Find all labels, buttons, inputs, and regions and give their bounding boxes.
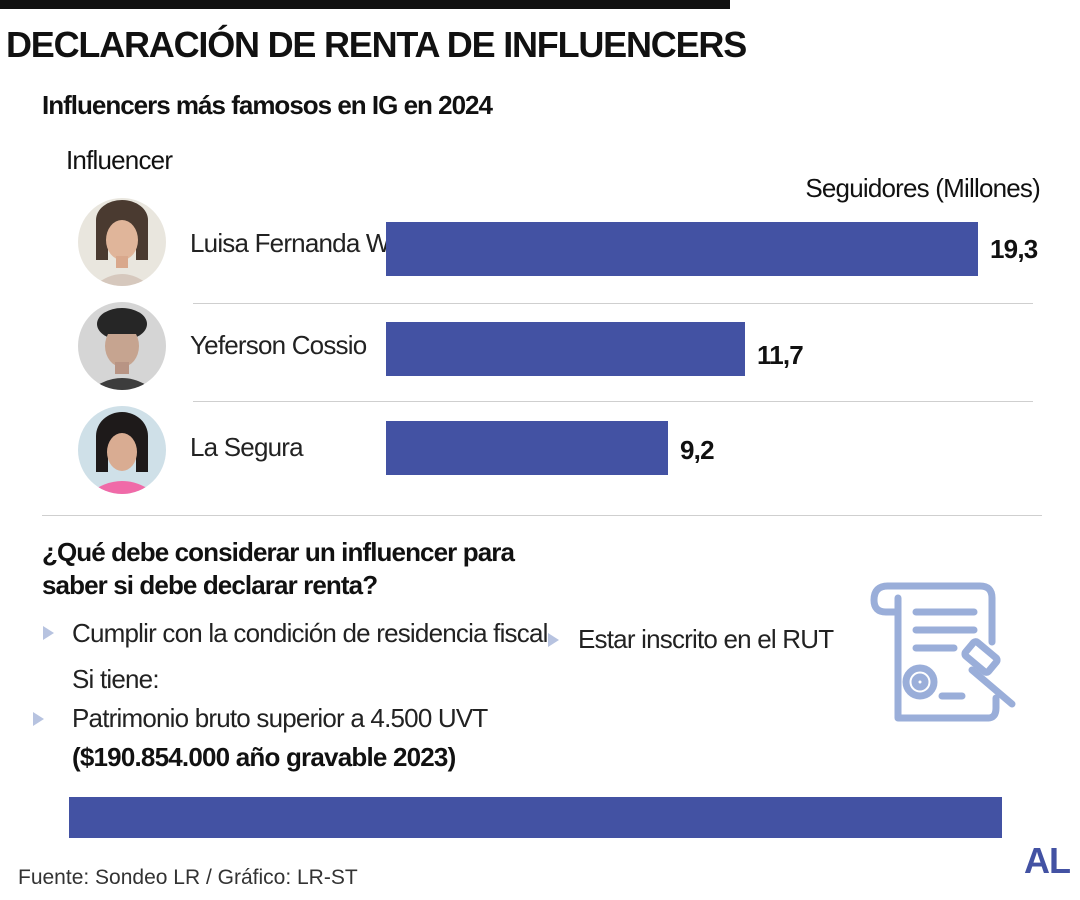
category-label: La Segura — [190, 432, 304, 462]
source-note: Fuente: Sondeo LR / Gráfico: LR-ST — [18, 866, 358, 889]
publisher-logo: AL — [1024, 840, 1071, 881]
category-label: Yeferson Cossio — [190, 330, 367, 360]
avatar-luisa-fernanda-w — [78, 198, 166, 286]
top-rule — [0, 0, 730, 9]
bullet-arrow-icon — [43, 626, 54, 640]
criterion-rut: Estar inscrito en el RUT — [578, 624, 834, 654]
page-title: DECLARACIÓN DE RENTA DE INFLUENCERS — [6, 24, 747, 65]
avatar-la-segura — [78, 406, 166, 494]
avatar-yeferson-cossio — [78, 302, 166, 390]
data-label: 9,2 — [680, 435, 715, 465]
criterion-residencia: Cumplir con la condición de residencia f… — [72, 618, 548, 648]
legal-document-icon — [868, 578, 1028, 743]
row-divider — [193, 303, 1033, 304]
criterion-patrimonio: Patrimonio bruto superior a 4.500 UVT — [72, 703, 488, 733]
value-axis-label: Seguidores (Millones) — [805, 173, 1040, 203]
bullet-arrow-icon — [33, 712, 44, 726]
bottom-color-bar — [69, 797, 1002, 838]
data-label: 11,7 — [757, 340, 804, 370]
data-label: 19,3 — [990, 234, 1038, 264]
category-axis-label: Influencer — [66, 145, 173, 175]
bullet-arrow-icon — [548, 633, 559, 647]
chart-row-yeferson: Yeferson Cossio 11,7 — [0, 300, 1080, 400]
section-divider — [42, 515, 1042, 516]
chart-row-la-segura: La Segura 9,2 — [0, 400, 1080, 500]
bar-luisa-fernanda-w — [386, 222, 978, 276]
bar-la-segura — [386, 421, 668, 475]
chart-subtitle: Influencers más famosos en IG en 2024 — [42, 90, 493, 120]
chart-row-luisa: Luisa Fernanda W 19,3 — [0, 198, 1080, 298]
criterion-patrimonio-amount: ($190.854.000 año gravable 2023) — [72, 742, 456, 772]
row-divider — [193, 401, 1033, 402]
criteria-title: ¿Qué debe considerar un influencer para … — [42, 537, 515, 600]
category-label: Luisa Fernanda W — [190, 228, 390, 258]
conditional-intro: Si tiene: — [72, 664, 160, 694]
bar-yeferson-cossio — [386, 322, 745, 376]
